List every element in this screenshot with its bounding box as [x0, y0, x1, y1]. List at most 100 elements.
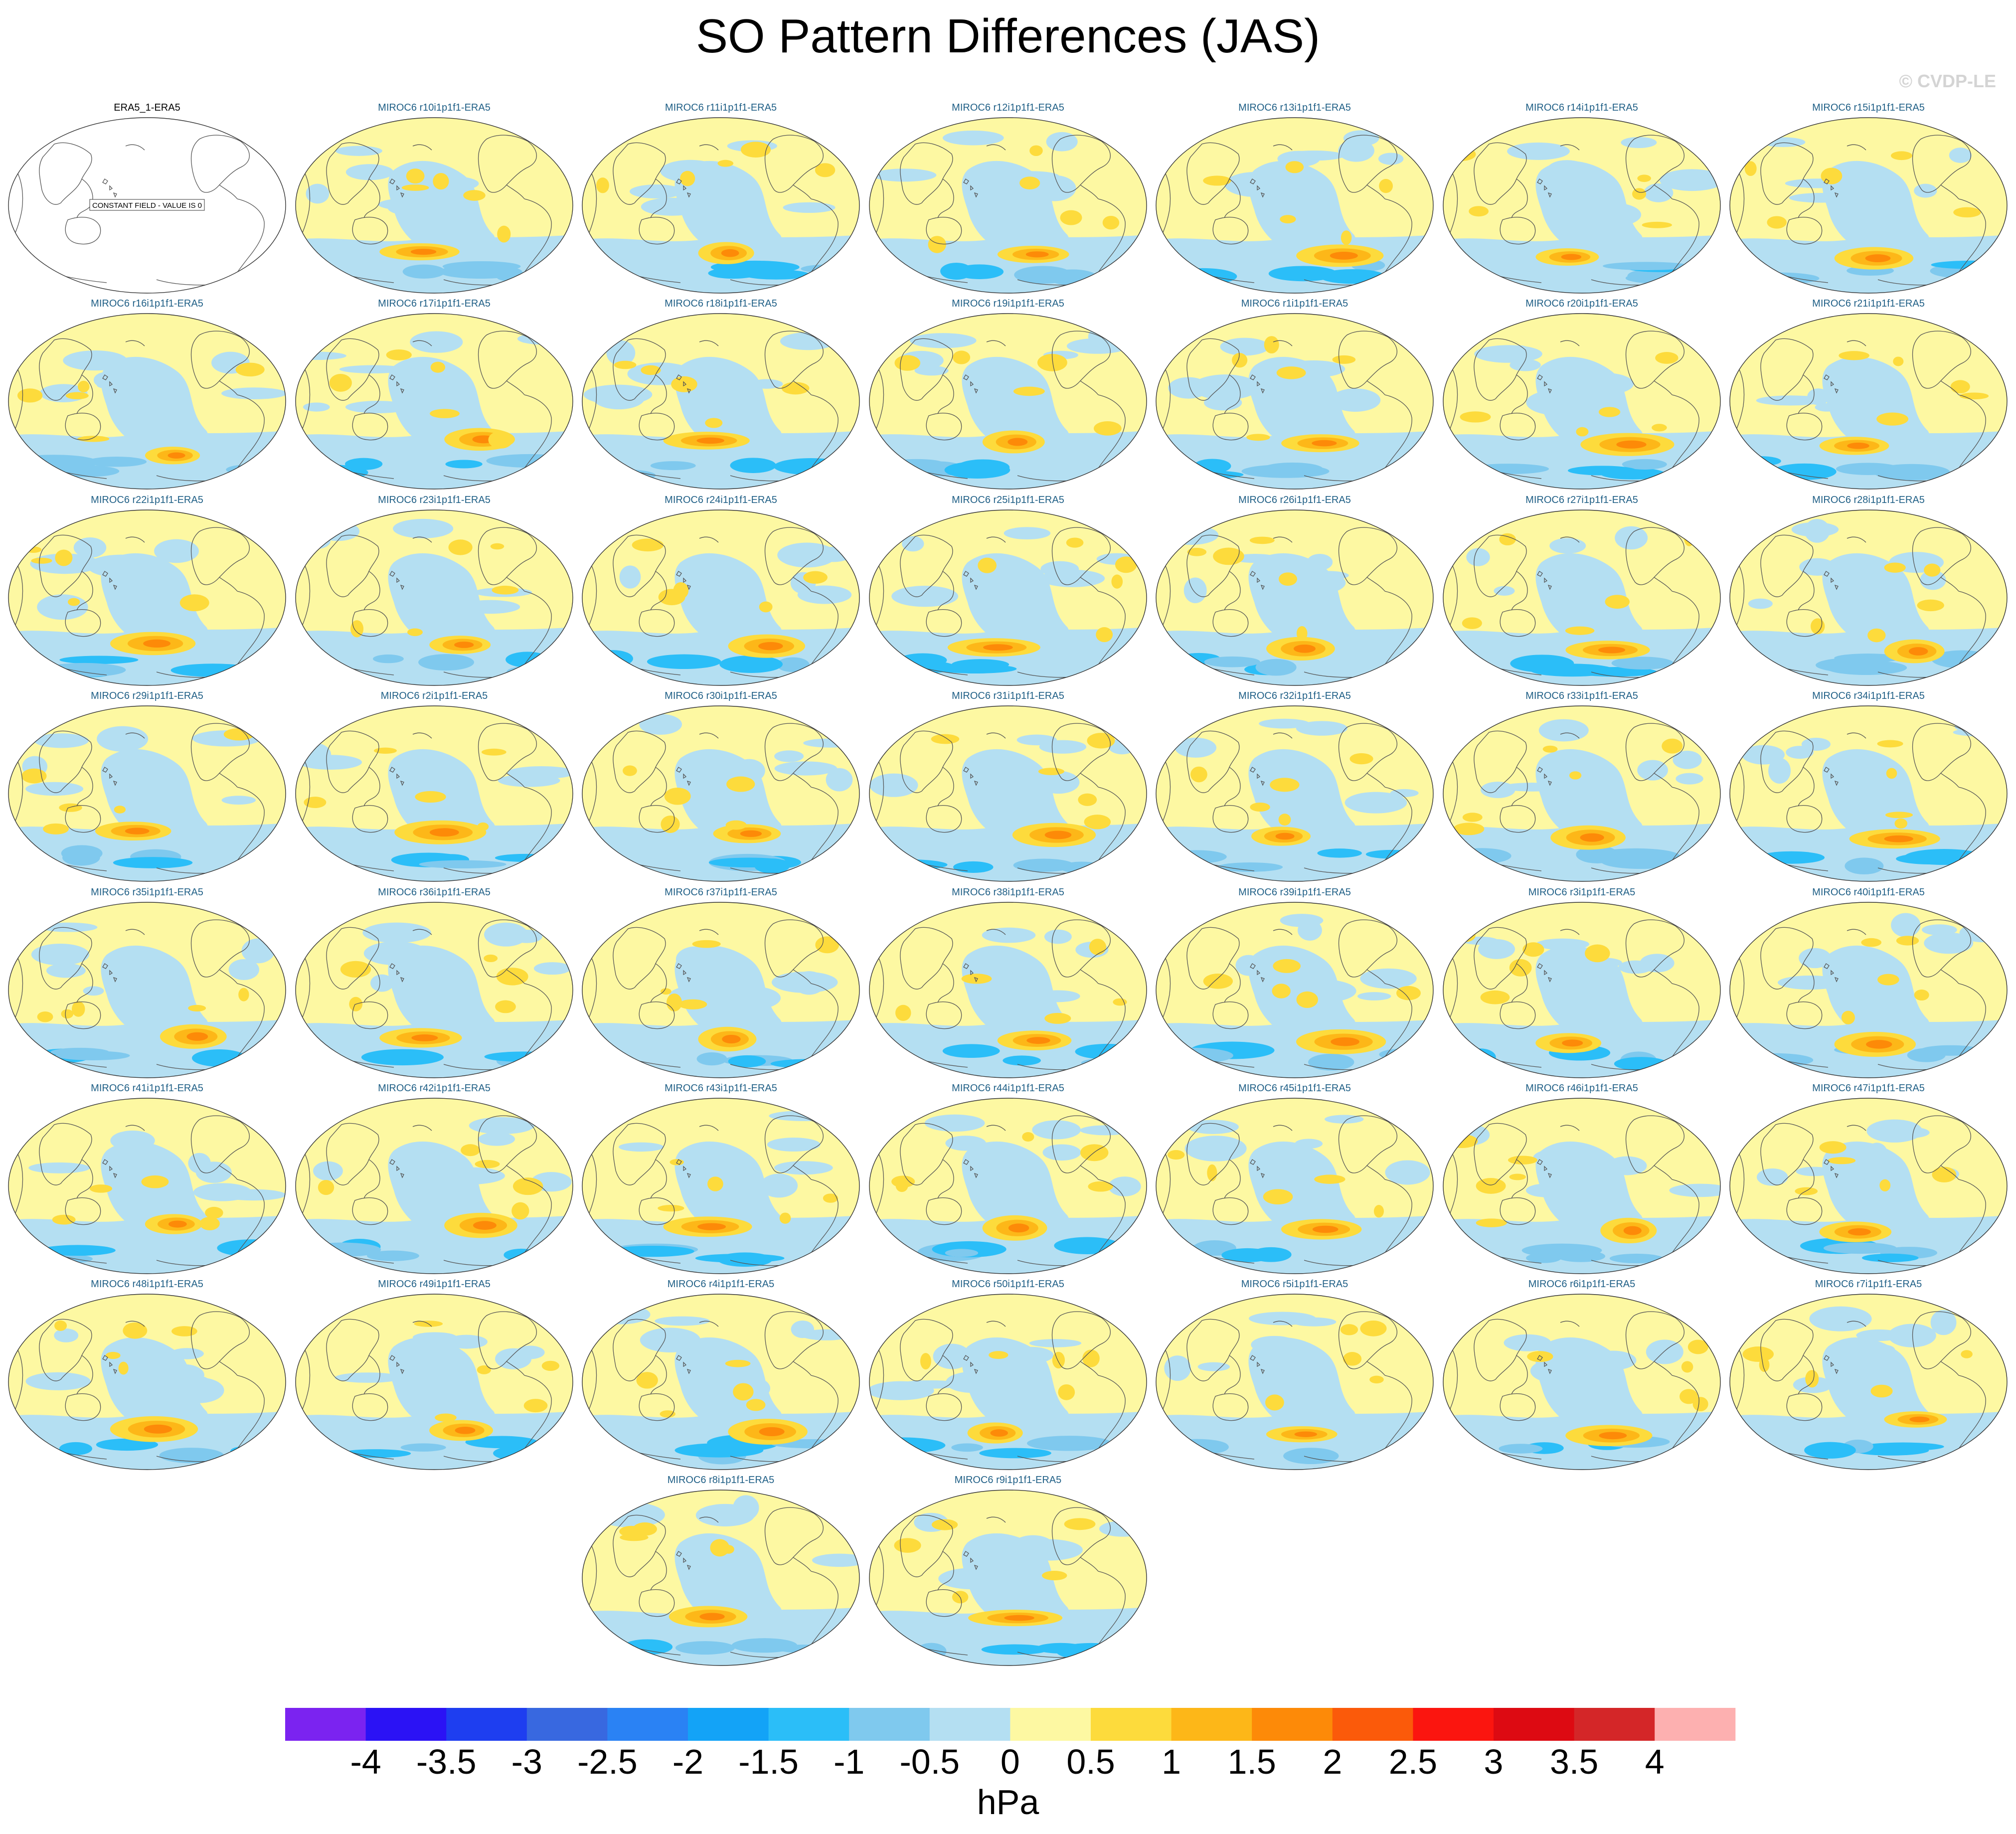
panel-title: MIROC6 r15i1p1f1-ERA5: [1812, 102, 1925, 113]
panel-title: MIROC6 r2i1p1f1-ERA5: [380, 690, 488, 701]
panel-ensemble-member: MIROC6 r26i1p1f1-ERA5: [1155, 495, 1435, 690]
colorbar-swatch: [849, 1708, 930, 1741]
panel-title: MIROC6 r21i1p1f1-ERA5: [1812, 298, 1925, 309]
panel-ensemble-member: MIROC6 r29i1p1f1-ERA5: [7, 690, 287, 886]
map: [295, 313, 573, 490]
panel-title: MIROC6 r44i1p1f1-ERA5: [952, 1083, 1064, 1094]
panel-ensemble-member: MIROC6 r41i1p1f1-ERA5: [7, 1083, 287, 1278]
map: [1156, 117, 1434, 294]
panel-title: MIROC6 r47i1p1f1-ERA5: [1812, 1083, 1925, 1094]
panel-ensemble-member: MIROC6 r9i1p1f1-ERA5: [868, 1475, 1148, 1670]
panel-title: MIROC6 r31i1p1f1-ERA5: [952, 690, 1064, 701]
colorbar-swatch: [607, 1708, 688, 1741]
panel-title: MIROC6 r35i1p1f1-ERA5: [91, 887, 203, 898]
panel-ensemble-member: MIROC6 r5i1p1f1-ERA5: [1155, 1279, 1435, 1474]
map: [582, 1294, 860, 1470]
map: [869, 902, 1147, 1078]
panel-ensemble-member: MIROC6 r7i1p1f1-ERA5: [1728, 1279, 2009, 1474]
map: [8, 705, 286, 882]
map: [1443, 117, 1721, 294]
colorbar-swatch: [285, 1708, 366, 1741]
figure-title: SO Pattern Differences (JAS): [695, 9, 1321, 63]
panel-title: MIROC6 r4i1p1f1-ERA5: [667, 1279, 775, 1290]
map: [8, 1098, 286, 1274]
colorbar-swatch: [1332, 1708, 1413, 1741]
map: [8, 509, 286, 686]
panel-title: MIROC6 r37i1p1f1-ERA5: [665, 887, 777, 898]
map: [1729, 117, 2008, 294]
panel-ensemble-member: MIROC6 r37i1p1f1-ERA5: [581, 887, 861, 1082]
watermark: © CVDP-LE: [1899, 71, 1996, 91]
panel-title: MIROC6 r50i1p1f1-ERA5: [952, 1279, 1064, 1290]
colorbar-tick-label: 2.5: [1389, 1742, 1437, 1781]
panel-ensemble-member: MIROC6 r47i1p1f1-ERA5: [1728, 1083, 2009, 1278]
panel-title: MIROC6 r22i1p1f1-ERA5: [91, 495, 203, 505]
constant-field-note: CONSTANT FIELD - VALUE IS 0: [92, 201, 202, 210]
colorbar: -4 -3.5 -3 -2.5 -2 -1.5 -1 -0.5 0 0.5 1 1.5 2 2.5 3 3.5…: [285, 1708, 1736, 1781]
panel-ensemble-member: MIROC6 r15i1p1f1-ERA5: [1728, 102, 2009, 298]
map: [869, 1098, 1147, 1274]
map: [1443, 1098, 1721, 1274]
colorbar-tick-label: -3: [511, 1742, 542, 1781]
map: [295, 1098, 573, 1274]
map: [582, 509, 860, 686]
map: [1156, 705, 1434, 882]
colorbar-tick-label: -0.5: [899, 1742, 960, 1781]
panel-grid: ERA5_1-ERA5 CONSTANT FIELD - VALUE IS 0 MI…: [7, 102, 2009, 1670]
panel-title: MIROC6 r17i1p1f1-ERA5: [378, 298, 491, 309]
panel-ensemble-member: MIROC6 r49i1p1f1-ERA5: [294, 1279, 574, 1474]
panel-ensemble-member: MIROC6 r19i1p1f1-ERA5: [868, 298, 1148, 494]
colorbar-tick-label: 2: [1323, 1742, 1342, 1781]
panel-title: MIROC6 r6i1p1f1-ERA5: [1528, 1279, 1636, 1290]
panel-title: MIROC6 r34i1p1f1-ERA5: [1812, 690, 1925, 701]
panel-title: MIROC6 r5i1p1f1-ERA5: [1241, 1279, 1348, 1290]
panel-title: MIROC6 r48i1p1f1-ERA5: [91, 1279, 203, 1290]
panel-ensemble-member: MIROC6 r34i1p1f1-ERA5: [1728, 690, 2009, 886]
colorbar-swatch: [768, 1708, 849, 1741]
colorbar-tick-label: -3.5: [416, 1742, 477, 1781]
panel-title: MIROC6 r11i1p1f1-ERA5: [665, 102, 777, 113]
colorbar-swatch: [526, 1708, 608, 1741]
panel-ensemble-member: MIROC6 r10i1p1f1-ERA5: [294, 102, 574, 298]
map: [1443, 705, 1721, 882]
panel-title: MIROC6 r14i1p1f1-ERA5: [1525, 102, 1638, 113]
panel-ensemble-member: MIROC6 r23i1p1f1-ERA5: [294, 495, 574, 690]
map: [295, 1294, 573, 1470]
panel-ensemble-member: MIROC6 r33i1p1f1-ERA5: [1442, 690, 1722, 886]
map: [1729, 313, 2008, 490]
panel-title: MIROC6 r16i1p1f1-ERA5: [91, 298, 203, 309]
panel-title: MIROC6 r36i1p1f1-ERA5: [378, 887, 491, 898]
panel-ensemble-member: MIROC6 r28i1p1f1-ERA5: [1728, 495, 2009, 690]
map: [1729, 902, 2008, 1078]
colorbar-swatch: [1413, 1708, 1494, 1741]
panel-title: MIROC6 r46i1p1f1-ERA5: [1525, 1083, 1638, 1094]
panel-title: MIROC6 r12i1p1f1-ERA5: [952, 102, 1064, 113]
panel-ensemble-member: MIROC6 r21i1p1f1-ERA5: [1728, 298, 2009, 494]
panel-title: MIROC6 r10i1p1f1-ERA5: [378, 102, 491, 113]
panel-title: MIROC6 r1i1p1f1-ERA5: [1241, 298, 1348, 309]
panel-title: MIROC6 r33i1p1f1-ERA5: [1525, 690, 1638, 701]
colorbar-tick-label: -2: [672, 1742, 703, 1781]
panel-ensemble-member: MIROC6 r6i1p1f1-ERA5: [1442, 1279, 1722, 1474]
map: [582, 313, 860, 490]
colorbar-tick-label: 1.5: [1228, 1742, 1276, 1781]
panel-ensemble-member: MIROC6 r50i1p1f1-ERA5: [868, 1279, 1148, 1474]
panel-title: MIROC6 r9i1p1f1-ERA5: [954, 1475, 1062, 1486]
map: [1729, 1098, 2008, 1274]
panel-title: ERA5_1-ERA5: [114, 102, 180, 113]
panel-ensemble-member: MIROC6 r38i1p1f1-ERA5: [868, 887, 1148, 1082]
panel-ensemble-member: MIROC6 r4i1p1f1-ERA5: [581, 1279, 861, 1474]
panel-title: MIROC6 r43i1p1f1-ERA5: [665, 1083, 777, 1094]
panel-title: MIROC6 r25i1p1f1-ERA5: [952, 495, 1064, 505]
panel-ensemble-member: MIROC6 r22i1p1f1-ERA5: [7, 495, 287, 690]
panel-title: MIROC6 r24i1p1f1-ERA5: [665, 495, 777, 505]
map: [8, 1294, 286, 1470]
panel-title: MIROC6 r13i1p1f1-ERA5: [1238, 102, 1351, 113]
map: [869, 313, 1147, 490]
colorbar-swatch: [1574, 1708, 1655, 1741]
map: [1156, 313, 1434, 490]
panel-ensemble-member: MIROC6 r25i1p1f1-ERA5: [868, 495, 1148, 690]
panel-ensemble-member: MIROC6 r20i1p1f1-ERA5: [1442, 298, 1722, 494]
colorbar-swatch: [1091, 1708, 1172, 1741]
map: [1156, 509, 1434, 686]
